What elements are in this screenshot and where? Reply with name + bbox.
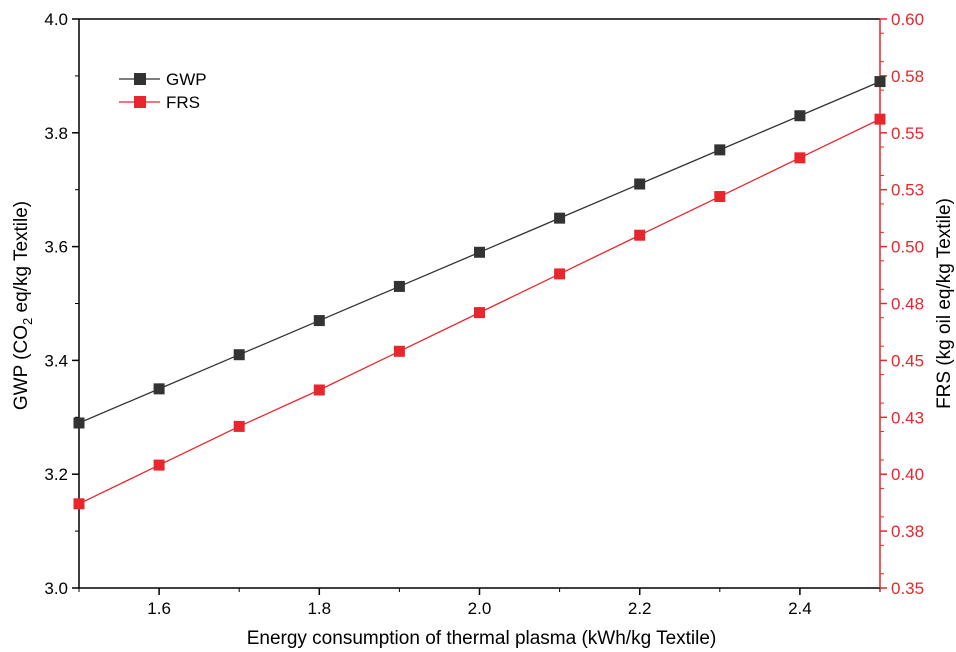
data-point-gwp — [474, 246, 485, 258]
data-point-gwp — [874, 76, 886, 88]
axes: 1.6 1.8 2.0 2.2 2.4 3.0 3.2 3.4 3.6 3.8 4.0 0.35 0.3… — [44, 10, 924, 618]
data-point-gwp — [634, 178, 646, 190]
y-right-tick-label: 0.60 — [891, 10, 924, 29]
data-point-frs — [874, 113, 886, 125]
x-tick-label: 2.2 — [628, 599, 652, 618]
y-right-tick-label: 0.45 — [891, 351, 924, 370]
y-left-tick-label: 4.0 — [44, 10, 68, 29]
y-left-title-subscript: 2 — [20, 318, 35, 325]
legend-marker — [134, 96, 146, 108]
y-left-title-prefix: GWP (CO — [11, 325, 32, 410]
legend: GWP FRS — [119, 70, 207, 112]
y-left-tick-label: 3.8 — [44, 124, 68, 143]
data-point-frs — [554, 268, 566, 280]
data-point-frs — [634, 229, 646, 241]
y-right-tick-label: 0.35 — [891, 579, 924, 598]
series-gwp — [73, 76, 886, 429]
legend-item-gwp: GWP — [119, 70, 207, 89]
x-axis-title: Energy consumption of thermal plasma (kW… — [247, 628, 717, 649]
x-tick-label: 1.8 — [307, 599, 331, 618]
data-point-gwp — [794, 110, 806, 122]
y-right-tick-label: 0.53 — [891, 181, 924, 200]
data-point-frs — [794, 152, 806, 164]
data-point-frs — [393, 345, 405, 357]
data-point-frs — [714, 191, 726, 203]
x-tick-label: 1.6 — [147, 599, 171, 618]
data-point-gwp — [313, 315, 325, 327]
data-point-gwp — [554, 212, 566, 224]
legend-item-frs: FRS — [119, 93, 200, 112]
data-point-frs — [233, 420, 245, 432]
data-point-frs — [73, 498, 85, 510]
legend-label: GWP — [166, 70, 207, 89]
legend-marker — [134, 73, 146, 85]
y-right-tick-label: 0.40 — [891, 465, 924, 484]
data-point-frs — [474, 307, 485, 319]
y-left-tick-label: 3.6 — [44, 238, 68, 257]
data-point-gwp — [233, 349, 245, 361]
series-frs — [73, 113, 886, 510]
y-left-tick-label: 3.4 — [44, 351, 68, 370]
data-point-gwp — [153, 383, 165, 395]
data-point-frs — [313, 384, 325, 396]
y-right-tick-label: 0.48 — [891, 295, 924, 314]
y-left-tick-label: 3.2 — [44, 465, 68, 484]
y-right-tick-label: 0.43 — [891, 408, 924, 427]
data-point-gwp — [714, 144, 726, 156]
y-right-tick-label: 0.55 — [891, 124, 924, 143]
y-axis-right-title: FRS (kg oil eq/kg Textile) — [934, 198, 955, 409]
x-tick-label: 2.4 — [788, 599, 812, 618]
y-left-tick-label: 3.0 — [44, 579, 68, 598]
data-point-frs — [153, 459, 165, 471]
data-point-gwp — [393, 280, 405, 292]
data-point-gwp — [73, 417, 85, 429]
y-right-tick-label: 0.50 — [891, 238, 924, 257]
y-right-tick-label: 0.38 — [891, 522, 924, 541]
y-right-tick-label: 0.58 — [891, 67, 924, 86]
y-axis-left-title: GWP (CO2 eq/kg Textile) — [11, 201, 35, 410]
y-left-title-suffix: eq/kg Textile) — [11, 201, 32, 318]
legend-label: FRS — [166, 93, 200, 112]
series-layer — [73, 76, 886, 510]
x-tick-label: 2.0 — [468, 599, 492, 618]
